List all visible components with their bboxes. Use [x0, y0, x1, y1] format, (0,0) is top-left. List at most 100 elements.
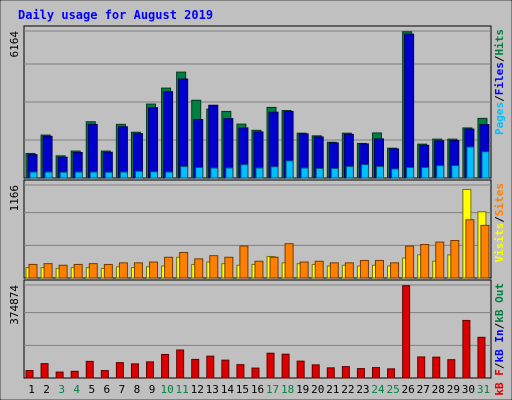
bar-pages [451, 165, 460, 179]
bar-files [208, 104, 219, 179]
x-tick-label: 10 [160, 383, 173, 396]
bar-sites [194, 258, 204, 279]
x-tick-label: 21 [326, 383, 339, 396]
bar-pages [391, 168, 400, 179]
x-tick-label: 26 [402, 383, 415, 396]
x-tick-label: 2 [43, 383, 50, 396]
bar-pages [44, 171, 53, 179]
x-tick-label: 24 [371, 383, 385, 396]
legend-entry: Files [493, 62, 506, 95]
x-tick-label: 18 [281, 383, 294, 396]
bar-kb-f [221, 359, 230, 379]
bar-kb-f [341, 366, 350, 379]
x-tick-label: 20 [311, 383, 324, 396]
legend-separator: / [493, 362, 506, 369]
bar-sites [420, 244, 430, 279]
bar-sites [405, 245, 415, 279]
x-tick-label: 22 [341, 383, 354, 396]
bar-sites [374, 259, 384, 279]
x-tick-label: 27 [417, 383, 430, 396]
bar-pages [150, 171, 159, 179]
bar-kb-f [161, 353, 170, 379]
bar-kb-f [296, 360, 305, 379]
bar-kb-f [311, 364, 320, 379]
x-tick-label: 6 [104, 383, 111, 396]
legend-entry: Visits [493, 223, 506, 263]
x-tick-label: 3 [58, 383, 65, 396]
panel-2: 1166 Visits/Sites [8, 179, 506, 279]
y-axis-max-label: 1166 [8, 185, 21, 212]
legend-separator: / [493, 322, 506, 329]
x-tick-label: 5 [88, 383, 95, 396]
x-tick-label: 13 [206, 383, 219, 396]
bar-kb-f [40, 363, 49, 379]
bar-pages [375, 166, 384, 179]
bar-kb-f [387, 368, 396, 379]
bar-sites [344, 262, 354, 279]
bar-kb-f [55, 371, 64, 379]
bar-sites [254, 260, 264, 279]
bar-sites [284, 243, 294, 279]
bar-files [178, 78, 189, 179]
legend-entry: Pages [493, 102, 506, 135]
bar-kb-f [462, 319, 471, 379]
bar-kb-f [281, 353, 290, 379]
bar-sites [133, 262, 143, 279]
legend-entry: kB In [493, 329, 506, 362]
bar-pages [225, 167, 234, 179]
legend-entry: Hits [493, 29, 506, 56]
bar-pages [165, 171, 174, 179]
bar-pages [104, 171, 113, 179]
bar-kb-f [356, 368, 365, 379]
x-tick-label: 4 [73, 383, 80, 396]
x-axis-day-labels: 1 2 3 4 5 6 7 8 9 10 11 12 13 14 15 16 17 18 19 20 21 22 23 24 2… [28, 383, 490, 396]
bar-kb-f [326, 367, 335, 379]
bar-pages [74, 171, 83, 179]
bar-kb-f [85, 360, 94, 379]
x-tick-label: 19 [296, 383, 309, 396]
bar-sites [450, 240, 460, 279]
bar-files [117, 126, 128, 179]
bar-kb-f [417, 356, 426, 379]
bar-sites [480, 224, 490, 279]
y-axis-max-label: 374874 [8, 285, 21, 325]
bar-pages [134, 170, 143, 179]
legend-entry: kB Out [493, 283, 506, 323]
series-legend: Pages/Files/Hits [493, 29, 506, 135]
x-tick-label: 11 [176, 383, 189, 396]
bar-pages [89, 171, 98, 179]
bar-pages [330, 167, 339, 179]
bar-pages [59, 171, 68, 179]
x-tick-label: 25 [386, 383, 399, 396]
bar-kb-f [25, 370, 34, 379]
series-legend: kB F/kB In/kB Out [493, 283, 506, 396]
bar-kb-f [432, 356, 441, 379]
x-tick-label: 30 [462, 383, 475, 396]
bar-kb-f [266, 352, 275, 379]
bar-pages [436, 165, 445, 179]
bar-pages [481, 151, 490, 179]
plot-area [23, 279, 492, 379]
bar-sites [329, 262, 339, 279]
bar-kb-f [402, 285, 411, 379]
series-legend: Visits/Sites [493, 183, 506, 263]
x-tick-label: 7 [119, 383, 126, 396]
bar-kb-f [236, 364, 245, 379]
bar-files [87, 123, 98, 179]
bar-sites [43, 263, 53, 279]
x-tick-label: 29 [447, 383, 460, 396]
x-tick-label: 14 [221, 383, 235, 396]
bar-sites [299, 261, 309, 279]
bar-pages [255, 167, 264, 179]
bar-sites [390, 262, 400, 279]
bar-sites [103, 263, 113, 279]
bar-sites [58, 264, 68, 279]
x-tick-label: 28 [432, 383, 445, 396]
bar-pages [195, 167, 204, 179]
bar-sites [28, 263, 38, 279]
x-tick-label: 17 [266, 383, 279, 396]
bar-sites [314, 260, 324, 279]
bar-kb-f [191, 358, 200, 379]
bar-pages [180, 166, 189, 179]
